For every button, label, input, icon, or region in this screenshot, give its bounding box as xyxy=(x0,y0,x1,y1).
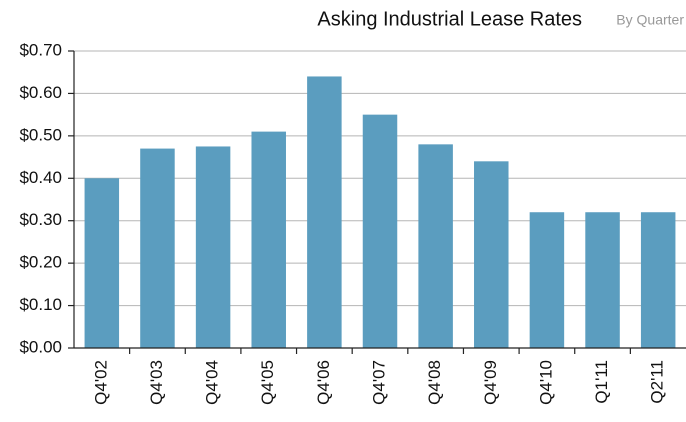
bar xyxy=(84,178,120,348)
x-tick-label: Q4'08 xyxy=(425,360,444,405)
x-tick-label: Q4'04 xyxy=(203,360,222,405)
bar xyxy=(640,212,676,348)
x-tick-label: Q1'11 xyxy=(592,360,611,404)
bar xyxy=(585,212,620,348)
y-tick-label: $0.00 xyxy=(19,337,62,356)
y-tick-label: $0.60 xyxy=(19,83,62,102)
bar xyxy=(418,144,453,348)
bar xyxy=(307,76,342,348)
y-tick-label: $0.50 xyxy=(19,125,62,144)
x-tick-label: Q4'07 xyxy=(369,360,388,405)
y-tick-label: $0.20 xyxy=(19,253,62,272)
x-tick-label: Q4'10 xyxy=(536,360,555,405)
x-tick-label: Q4'02 xyxy=(91,360,110,405)
bar xyxy=(140,148,175,348)
bar xyxy=(251,131,286,348)
y-tick-label: $0.30 xyxy=(19,210,62,229)
chart-subtitle: By Quarter xyxy=(616,12,684,28)
chart-title: Asking Industrial Lease Rates xyxy=(317,8,582,30)
x-tick-label: Q4'09 xyxy=(481,360,500,405)
x-tick-label: Q4'06 xyxy=(314,360,333,405)
bar xyxy=(362,114,398,349)
y-tick-label: $0.40 xyxy=(19,168,62,187)
bar xyxy=(529,212,565,348)
x-tick-label: Q2'11 xyxy=(648,360,667,404)
x-tick-label: Q4'05 xyxy=(258,360,277,405)
y-tick-label: $0.10 xyxy=(19,295,62,314)
bar xyxy=(474,161,509,348)
x-tick-label: Q4'03 xyxy=(147,360,166,405)
y-tick-label: $0.70 xyxy=(19,40,62,59)
bar xyxy=(195,146,231,348)
